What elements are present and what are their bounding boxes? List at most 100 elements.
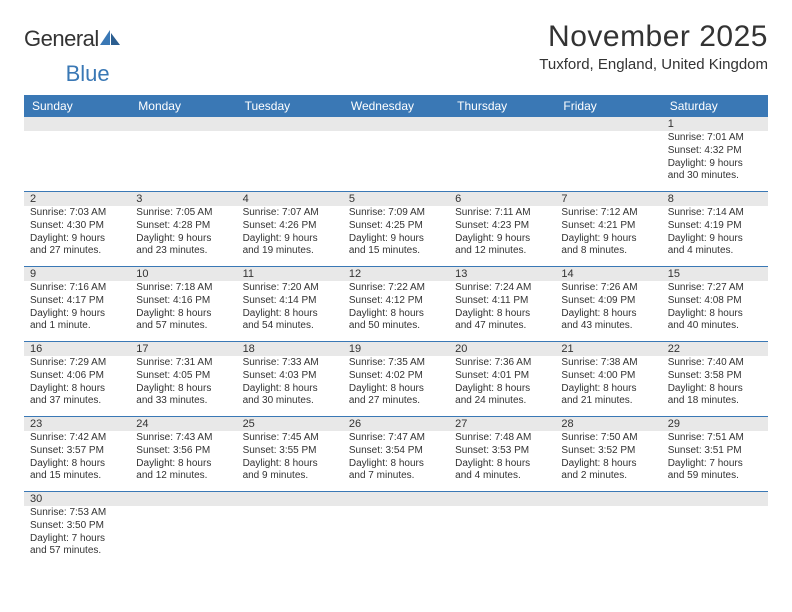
day-number <box>237 492 343 506</box>
day-number: 3 <box>130 192 236 206</box>
sunset-text: Sunset: 3:57 PM <box>30 445 124 458</box>
week-row: 30Sunrise: 7:53 AMSunset: 3:50 PMDayligh… <box>24 492 768 566</box>
sunset-text: Sunset: 3:54 PM <box>349 445 443 458</box>
sunset-text: Sunset: 4:23 PM <box>455 220 549 233</box>
sunrise-text: Sunrise: 7:14 AM <box>668 207 762 220</box>
sunrise-text: Sunrise: 7:45 AM <box>243 432 337 445</box>
sunset-text: Sunset: 3:53 PM <box>455 445 549 458</box>
day-number: 28 <box>555 417 661 431</box>
daylight-text: Daylight: 8 hours and 15 minutes. <box>30 458 124 484</box>
logo-text-1: General <box>24 26 99 52</box>
sunset-text: Sunset: 4:02 PM <box>349 370 443 383</box>
sunset-text: Sunset: 4:14 PM <box>243 295 337 308</box>
day-cell: 12Sunrise: 7:22 AMSunset: 4:12 PMDayligh… <box>343 267 449 341</box>
sunset-text: Sunset: 3:58 PM <box>668 370 762 383</box>
day-details: Sunrise: 7:47 AMSunset: 3:54 PMDaylight:… <box>343 431 449 485</box>
day-header-row: Sunday Monday Tuesday Wednesday Thursday… <box>24 95 768 117</box>
sunrise-text: Sunrise: 7:48 AM <box>455 432 549 445</box>
logo: General <box>24 26 122 52</box>
day-number: 2 <box>24 192 130 206</box>
day-details: Sunrise: 7:36 AMSunset: 4:01 PMDaylight:… <box>449 356 555 410</box>
month-title: November 2025 <box>539 20 768 54</box>
day-cell <box>662 492 768 566</box>
sunset-text: Sunset: 4:32 PM <box>668 145 762 158</box>
day-details: Sunrise: 7:51 AMSunset: 3:51 PMDaylight:… <box>662 431 768 485</box>
day-cell: 24Sunrise: 7:43 AMSunset: 3:56 PMDayligh… <box>130 417 236 491</box>
day-number: 29 <box>662 417 768 431</box>
sunrise-text: Sunrise: 7:36 AM <box>455 357 549 370</box>
day-number: 12 <box>343 267 449 281</box>
sunrise-text: Sunrise: 7:42 AM <box>30 432 124 445</box>
daylight-text: Daylight: 9 hours and 12 minutes. <box>455 233 549 259</box>
day-cell: 4Sunrise: 7:07 AMSunset: 4:26 PMDaylight… <box>237 192 343 266</box>
day-number: 21 <box>555 342 661 356</box>
daylight-text: Daylight: 8 hours and 30 minutes. <box>243 383 337 409</box>
sunset-text: Sunset: 4:01 PM <box>455 370 549 383</box>
day-number <box>237 117 343 131</box>
sunrise-text: Sunrise: 7:43 AM <box>136 432 230 445</box>
day-cell: 1Sunrise: 7:01 AMSunset: 4:32 PMDaylight… <box>662 117 768 191</box>
sunrise-text: Sunrise: 7:12 AM <box>561 207 655 220</box>
day-cell: 2Sunrise: 7:03 AMSunset: 4:30 PMDaylight… <box>24 192 130 266</box>
day-cell: 28Sunrise: 7:50 AMSunset: 3:52 PMDayligh… <box>555 417 661 491</box>
day-cell: 17Sunrise: 7:31 AMSunset: 4:05 PMDayligh… <box>130 342 236 416</box>
sunset-text: Sunset: 4:05 PM <box>136 370 230 383</box>
sunrise-text: Sunrise: 7:35 AM <box>349 357 443 370</box>
day-cell: 30Sunrise: 7:53 AMSunset: 3:50 PMDayligh… <box>24 492 130 566</box>
day-number: 7 <box>555 192 661 206</box>
sunrise-text: Sunrise: 7:18 AM <box>136 282 230 295</box>
day-cell: 23Sunrise: 7:42 AMSunset: 3:57 PMDayligh… <box>24 417 130 491</box>
day-number: 16 <box>24 342 130 356</box>
day-details: Sunrise: 7:01 AMSunset: 4:32 PMDaylight:… <box>662 131 768 185</box>
daylight-text: Daylight: 8 hours and 50 minutes. <box>349 308 443 334</box>
sunrise-text: Sunrise: 7:38 AM <box>561 357 655 370</box>
day-cell <box>237 492 343 566</box>
day-details: Sunrise: 7:12 AMSunset: 4:21 PMDaylight:… <box>555 206 661 260</box>
day-header-wed: Wednesday <box>343 95 449 117</box>
title-block: November 2025 Tuxford, England, United K… <box>539 20 768 73</box>
day-cell <box>555 117 661 191</box>
day-number: 8 <box>662 192 768 206</box>
day-cell: 14Sunrise: 7:26 AMSunset: 4:09 PMDayligh… <box>555 267 661 341</box>
day-cell <box>24 117 130 191</box>
week-row: 9Sunrise: 7:16 AMSunset: 4:17 PMDaylight… <box>24 267 768 342</box>
daylight-text: Daylight: 9 hours and 19 minutes. <box>243 233 337 259</box>
day-number: 5 <box>343 192 449 206</box>
day-cell <box>130 117 236 191</box>
sunset-text: Sunset: 4:21 PM <box>561 220 655 233</box>
day-number: 27 <box>449 417 555 431</box>
day-details: Sunrise: 7:31 AMSunset: 4:05 PMDaylight:… <box>130 356 236 410</box>
day-details: Sunrise: 7:14 AMSunset: 4:19 PMDaylight:… <box>662 206 768 260</box>
day-number: 15 <box>662 267 768 281</box>
daylight-text: Daylight: 8 hours and 9 minutes. <box>243 458 337 484</box>
day-header-mon: Monday <box>130 95 236 117</box>
calendar-grid: Sunday Monday Tuesday Wednesday Thursday… <box>24 95 768 566</box>
sunset-text: Sunset: 4:26 PM <box>243 220 337 233</box>
day-number: 18 <box>237 342 343 356</box>
day-number <box>555 117 661 131</box>
sunset-text: Sunset: 4:19 PM <box>668 220 762 233</box>
day-details: Sunrise: 7:11 AMSunset: 4:23 PMDaylight:… <box>449 206 555 260</box>
daylight-text: Daylight: 8 hours and 27 minutes. <box>349 383 443 409</box>
daylight-text: Daylight: 9 hours and 27 minutes. <box>30 233 124 259</box>
daylight-text: Daylight: 9 hours and 15 minutes. <box>349 233 443 259</box>
sunset-text: Sunset: 4:16 PM <box>136 295 230 308</box>
day-cell: 6Sunrise: 7:11 AMSunset: 4:23 PMDaylight… <box>449 192 555 266</box>
sunset-text: Sunset: 4:00 PM <box>561 370 655 383</box>
day-details: Sunrise: 7:43 AMSunset: 3:56 PMDaylight:… <box>130 431 236 485</box>
daylight-text: Daylight: 9 hours and 30 minutes. <box>668 158 762 184</box>
day-cell: 8Sunrise: 7:14 AMSunset: 4:19 PMDaylight… <box>662 192 768 266</box>
day-number: 6 <box>449 192 555 206</box>
day-cell: 5Sunrise: 7:09 AMSunset: 4:25 PMDaylight… <box>343 192 449 266</box>
daylight-text: Daylight: 8 hours and 43 minutes. <box>561 308 655 334</box>
daylight-text: Daylight: 8 hours and 21 minutes. <box>561 383 655 409</box>
daylight-text: Daylight: 8 hours and 33 minutes. <box>136 383 230 409</box>
daylight-text: Daylight: 8 hours and 12 minutes. <box>136 458 230 484</box>
day-details: Sunrise: 7:22 AMSunset: 4:12 PMDaylight:… <box>343 281 449 335</box>
day-number: 14 <box>555 267 661 281</box>
sunrise-text: Sunrise: 7:07 AM <box>243 207 337 220</box>
sunrise-text: Sunrise: 7:27 AM <box>668 282 762 295</box>
day-cell <box>130 492 236 566</box>
sunrise-text: Sunrise: 7:05 AM <box>136 207 230 220</box>
sunset-text: Sunset: 4:08 PM <box>668 295 762 308</box>
